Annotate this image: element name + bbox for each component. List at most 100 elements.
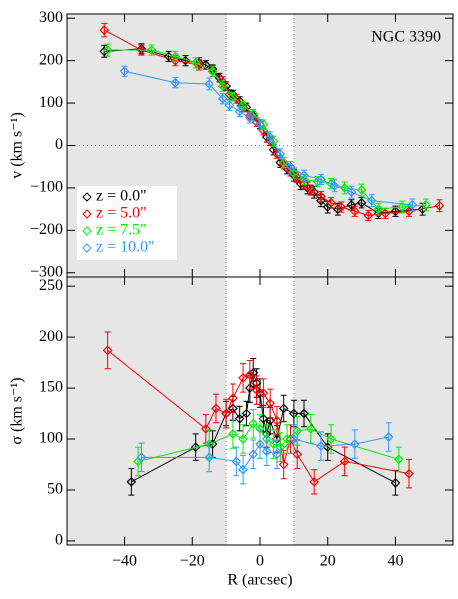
legend-marker [82, 243, 92, 253]
point [248, 449, 259, 460]
legend-marker [82, 226, 92, 236]
point [380, 208, 391, 219]
legend-box [77, 186, 177, 260]
x-tick-label: 40 [387, 553, 403, 570]
point [292, 426, 303, 436]
error-bar [233, 446, 240, 477]
point [393, 454, 404, 465]
error-bar [267, 388, 274, 419]
y-axis-label: σ (km s⁻¹) [9, 377, 26, 444]
point [228, 91, 238, 102]
point [346, 200, 357, 210]
point [258, 413, 269, 424]
point [244, 369, 255, 380]
legend-label: z = 0.0" [96, 188, 147, 205]
y-tick-label: 100 [39, 430, 63, 447]
point [299, 178, 309, 189]
point [383, 432, 394, 442]
point [326, 197, 336, 208]
point [289, 408, 299, 419]
point [251, 385, 262, 395]
point [190, 57, 201, 68]
point [241, 408, 252, 419]
series-line [141, 436, 389, 471]
point [217, 81, 228, 91]
error-bar [250, 408, 257, 439]
error-bar [405, 458, 412, 489]
point [316, 174, 326, 185]
error-bar [290, 424, 297, 454]
point [407, 200, 418, 210]
point [228, 429, 238, 439]
error-bar [284, 424, 291, 454]
point [366, 195, 377, 206]
point [119, 66, 130, 77]
point [248, 418, 259, 429]
error-bar [250, 439, 257, 470]
point [261, 446, 272, 457]
error-bar [385, 422, 392, 452]
point [99, 25, 110, 35]
legend-label: z = 7.5" [96, 222, 147, 239]
point [102, 45, 113, 55]
error-bar [273, 405, 280, 436]
x-tick-label: 0 [256, 553, 264, 570]
point [285, 161, 296, 172]
point [434, 200, 445, 211]
point [299, 170, 309, 181]
point [238, 100, 248, 111]
point [275, 149, 286, 159]
point [326, 434, 336, 444]
point [200, 60, 211, 70]
y-tick-label: 0 [55, 532, 63, 549]
error-bar [128, 468, 135, 496]
point [255, 388, 265, 399]
error-bar [240, 454, 247, 485]
point [170, 77, 181, 88]
point [217, 93, 228, 104]
point [238, 464, 248, 475]
point [244, 113, 255, 123]
point [265, 398, 276, 409]
error-bar [104, 331, 111, 370]
point [170, 55, 181, 66]
point [228, 393, 238, 404]
y-tick-label: 200 [39, 51, 63, 68]
error-bar [263, 436, 270, 467]
error-bar [317, 431, 324, 461]
point [346, 187, 357, 198]
point [421, 200, 431, 210]
point [349, 439, 360, 449]
x-axis-label: R (arcsec) [227, 572, 292, 589]
error-bar [135, 446, 142, 477]
point [278, 459, 289, 470]
point [356, 185, 367, 195]
y-tick-label: −100 [30, 179, 63, 196]
point [265, 415, 276, 426]
point [373, 208, 384, 219]
legend-marker [82, 192, 92, 202]
point [272, 415, 282, 426]
legend-label: z = 10.0" [96, 239, 155, 256]
point [282, 434, 292, 444]
point [312, 176, 323, 187]
point [221, 408, 231, 419]
point [180, 55, 191, 66]
error-bar [240, 363, 247, 393]
point [356, 197, 367, 208]
point [404, 468, 414, 479]
error-bar [229, 419, 236, 449]
point [238, 434, 248, 444]
x-tick-label: −20 [180, 553, 205, 570]
point [207, 66, 218, 77]
error-bar [253, 375, 260, 405]
point [316, 441, 326, 452]
point [404, 206, 414, 217]
point [170, 51, 181, 62]
point [349, 206, 360, 217]
point [278, 403, 289, 414]
y-axis-label: v (km s⁻¹) [9, 112, 26, 179]
point [289, 434, 299, 444]
point [305, 423, 316, 434]
